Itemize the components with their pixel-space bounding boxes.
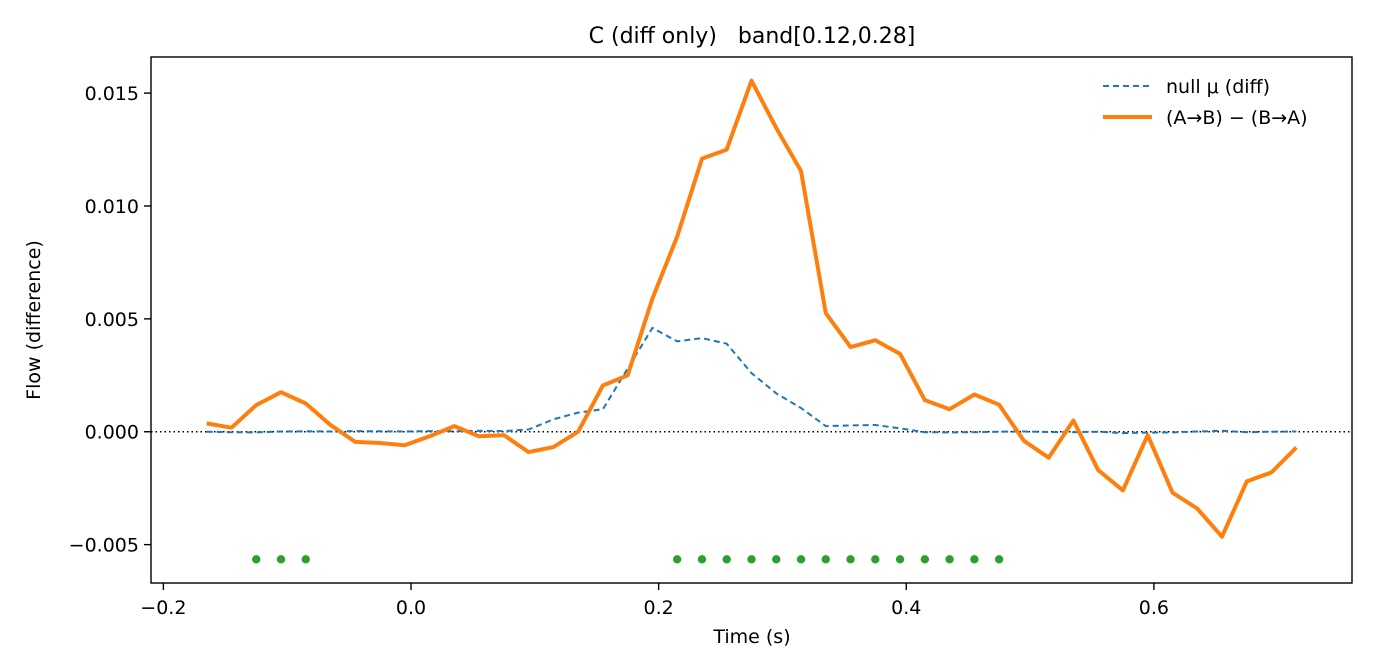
x-axis-ticks: −0.2 0.0 0.2 0.4 0.6 xyxy=(140,583,1169,619)
x-tick-label-1: 0.0 xyxy=(396,597,426,619)
y-tick-label-4: 0.015 xyxy=(85,83,139,105)
series-line-0 xyxy=(206,326,1297,435)
significance-dot-15 xyxy=(970,555,979,564)
significance-dot-9 xyxy=(821,555,830,564)
significance-dot-0 xyxy=(252,555,261,564)
y-tick-label-1: 0.000 xyxy=(85,422,139,444)
legend: null μ (diff) (A→B) − (B→A) xyxy=(1103,76,1308,129)
significance-dot-7 xyxy=(772,555,781,564)
x-axis-label: Time (s) xyxy=(712,626,790,648)
significance-dot-13 xyxy=(920,555,930,564)
series-line-1 xyxy=(206,78,1298,539)
plot-frame xyxy=(150,56,1353,584)
significance-dot-8 xyxy=(796,555,806,564)
significance-dot-11 xyxy=(871,555,880,564)
chart-title: C (diff only) band[0.12,0.28] xyxy=(589,24,916,49)
significance-dot-12 xyxy=(895,555,905,564)
legend-label-null: null μ (diff) xyxy=(1166,76,1270,98)
significance-dot-4 xyxy=(697,555,707,564)
x-tick-label-4: 0.6 xyxy=(1139,597,1169,619)
y-tick-label-0: −0.005 xyxy=(69,535,139,557)
y-tick-label-2: 0.005 xyxy=(85,309,139,331)
significance-dot-2 xyxy=(301,555,310,564)
significance-dot-10 xyxy=(846,555,855,564)
significance-markers xyxy=(252,555,1004,564)
series-layer xyxy=(206,78,1298,539)
significance-dot-6 xyxy=(747,555,756,564)
legend-label-diff: (A→B) − (B→A) xyxy=(1166,107,1308,129)
significance-dot-14 xyxy=(945,555,954,564)
y-axis-label: Flow (difference) xyxy=(23,240,45,400)
significance-dot-1 xyxy=(276,555,286,564)
y-tick-label-3: 0.010 xyxy=(85,196,139,218)
y-axis-ticks: −0.005 0.000 0.005 0.010 0.015 xyxy=(69,83,151,557)
significance-dot-16 xyxy=(994,555,1004,564)
x-tick-label-3: 0.4 xyxy=(891,597,921,619)
x-tick-label-2: 0.2 xyxy=(644,597,674,619)
x-tick-label-0: −0.2 xyxy=(140,597,186,619)
significance-dot-3 xyxy=(673,555,682,564)
significance-dot-5 xyxy=(722,555,731,564)
